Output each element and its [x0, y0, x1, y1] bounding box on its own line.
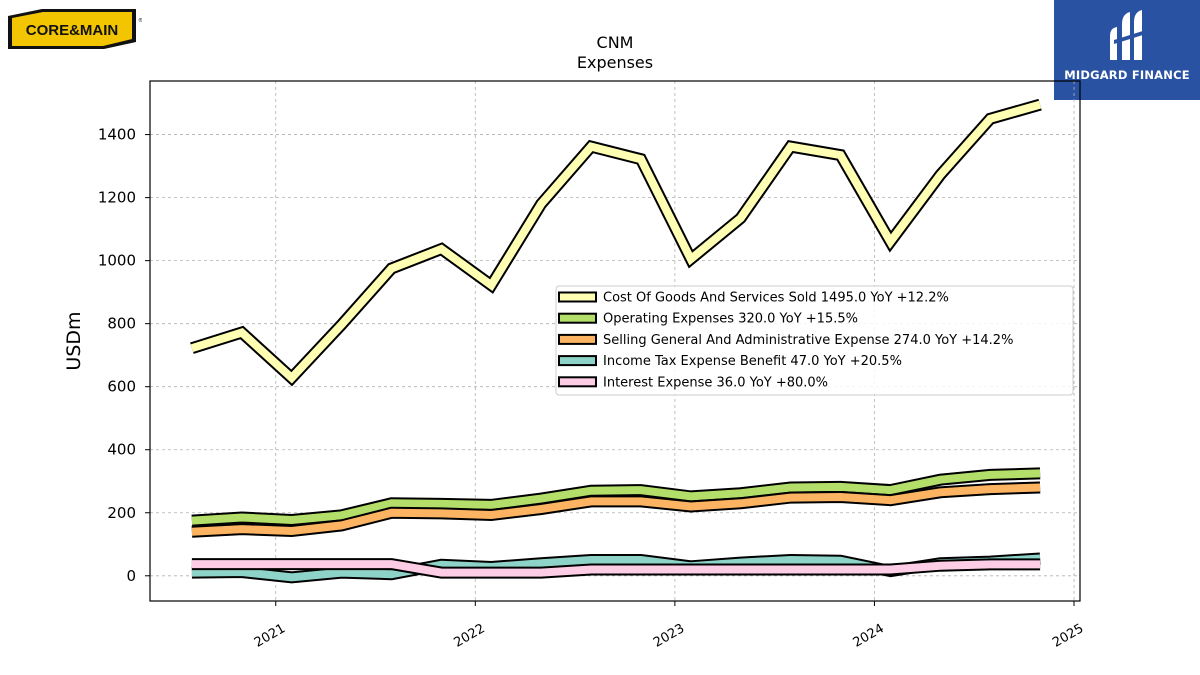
x-tick-label: 2025	[1050, 621, 1086, 651]
midgard-emblem-icon	[1110, 10, 1146, 60]
x-tick-label: 2023	[651, 621, 687, 651]
core-and-main-logo: CORE&MAIN ®	[8, 9, 142, 49]
x-tick-label: 2024	[851, 621, 887, 651]
legend-swatch-4	[558, 376, 597, 388]
y-tick-label: 600	[107, 378, 136, 396]
logo-right-text: MIDGARD FINANCE	[1064, 68, 1190, 82]
chart-subtitle: Expenses	[577, 53, 653, 72]
legend-box	[555, 285, 1074, 396]
y-tick-label: 1200	[98, 189, 136, 207]
logo-left-text: CORE&MAIN	[26, 22, 119, 39]
legend-swatch-2	[558, 333, 597, 345]
series-layer	[190, 98, 1042, 584]
plot-frame	[149, 80, 1081, 602]
legend-label-2: Selling General And Administrative Expen…	[603, 333, 1013, 348]
legend-swatch-0	[558, 291, 597, 303]
svg-text:®: ®	[138, 17, 142, 24]
legend-label-0: Cost Of Goods And Services Sold 1495.0 Y…	[603, 291, 949, 306]
legend-swatch-3	[558, 355, 597, 367]
legend-label-4: Interest Expense 36.0 YoY +80.0%	[603, 375, 828, 390]
y-tick-label: 0	[126, 567, 136, 585]
y-tick-label: 1000	[98, 252, 136, 270]
series-line-4	[191, 560, 1041, 577]
x-tick-label: 2022	[451, 621, 487, 651]
legend-label-1: Operating Expenses 320.0 YoY +15.5%	[603, 312, 858, 327]
legend: Cost Of Goods And Services Sold 1495.0 Y…	[555, 285, 1074, 396]
y-tick-label: 1400	[98, 126, 136, 144]
chart-title: CNM	[597, 33, 634, 52]
y-axis-label: USDm	[63, 311, 85, 370]
series-line-1	[191, 469, 1041, 525]
series-line-0	[190, 100, 1042, 384]
y-tick-label: 400	[107, 441, 136, 459]
y-tick-label: 200	[107, 504, 136, 522]
x-tick-label: 2021	[252, 621, 288, 651]
legend-label-3: Income Tax Expense Benefit 47.0 YoY +20.…	[603, 354, 902, 369]
legend-swatch-1	[558, 312, 597, 324]
midgard-finance-logo: MIDGARD FINANCE	[1054, 0, 1200, 100]
series-line-2	[191, 483, 1041, 536]
y-tick-label: 800	[107, 315, 136, 333]
